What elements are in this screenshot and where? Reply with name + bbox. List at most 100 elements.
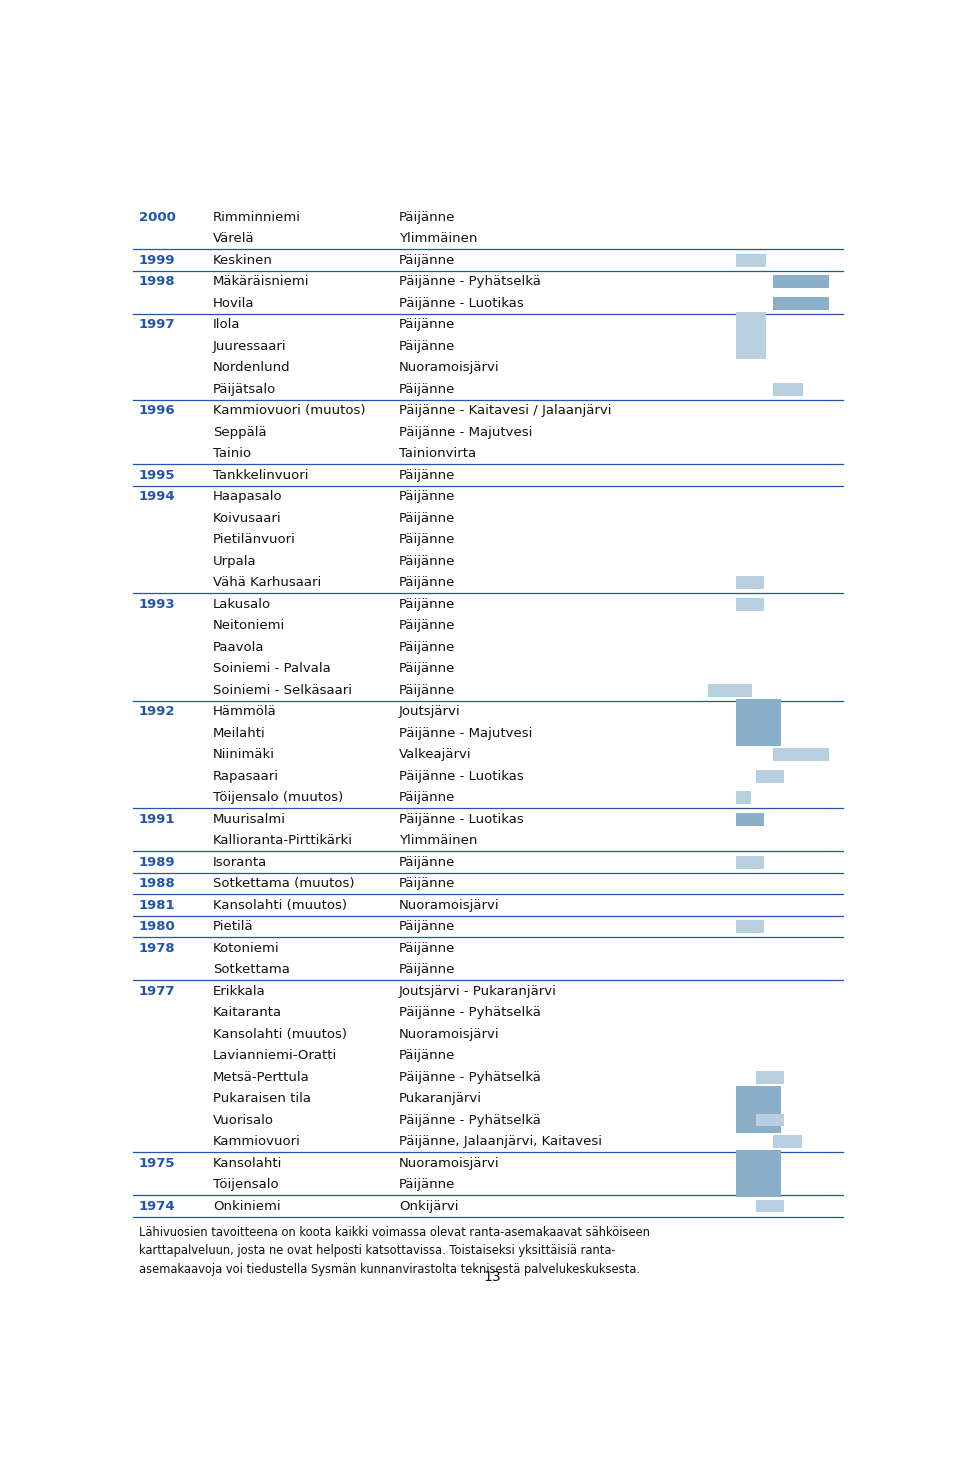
Text: Onkijärvi: Onkijärvi	[399, 1200, 459, 1213]
Bar	[736, 1086, 780, 1111]
Text: Seppälä: Seppälä	[213, 426, 267, 439]
Bar	[756, 770, 784, 783]
Text: Päijänne: Päijänne	[399, 920, 455, 933]
Text: 1992: 1992	[138, 706, 175, 719]
Text: Päijänne - Pyhätselkä: Päijänne - Pyhätselkä	[399, 1070, 540, 1083]
Text: Päijänne - Majutvesi: Päijänne - Majutvesi	[399, 726, 533, 739]
Text: Erikkala: Erikkala	[213, 984, 266, 997]
Text: 1988: 1988	[138, 878, 176, 889]
Text: Päijänne: Päijänne	[399, 620, 455, 633]
Text: Nuoramoisjärvi: Nuoramoisjärvi	[399, 898, 499, 911]
Text: Rimminniemi: Rimminniemi	[213, 210, 301, 223]
Text: Neitoniemi: Neitoniemi	[213, 620, 285, 633]
Text: 2000: 2000	[138, 210, 176, 223]
Text: Kansolahti (muutos): Kansolahti (muutos)	[213, 1028, 347, 1041]
Text: Vähä Karhusaari: Vähä Karhusaari	[213, 576, 322, 589]
Text: Soiniemi - Palvala: Soiniemi - Palvala	[213, 662, 331, 675]
Text: Päijänne: Päijänne	[399, 662, 455, 675]
Text: Päijänne - Luotikas: Päijänne - Luotikas	[399, 812, 524, 825]
Text: Päijänne - Pyhätselkä: Päijänne - Pyhätselkä	[399, 1006, 540, 1019]
Text: Kallioranta-Pirttikärki: Kallioranta-Pirttikärki	[213, 834, 353, 847]
Bar	[736, 720, 780, 746]
Text: Niinimäki: Niinimäki	[213, 748, 275, 761]
Text: Päijänne: Päijänne	[399, 640, 455, 653]
Text: Joutsjärvi - Pukaranjärvi: Joutsjärvi - Pukaranjärvi	[399, 984, 557, 997]
Text: 1981: 1981	[138, 898, 176, 911]
Text: 1994: 1994	[138, 490, 176, 503]
Text: Ilola: Ilola	[213, 318, 241, 331]
Text: Päijänne: Päijänne	[399, 684, 455, 697]
Text: 1975: 1975	[138, 1156, 175, 1169]
Text: Kansolahti: Kansolahti	[213, 1156, 282, 1169]
Text: Päijänne: Päijänne	[399, 254, 455, 267]
Text: Sotkettama: Sotkettama	[213, 964, 290, 975]
Text: Päijänne: Päijänne	[399, 382, 455, 395]
Text: 1978: 1978	[138, 942, 176, 955]
Text: Koivusaari: Koivusaari	[213, 512, 281, 525]
Text: 1999: 1999	[138, 254, 175, 267]
Text: 1977: 1977	[138, 984, 175, 997]
Text: Joutsjärvi: Joutsjärvi	[399, 706, 461, 719]
Text: Päijänne: Päijänne	[399, 856, 455, 869]
Text: Päijänne: Päijänne	[399, 1050, 455, 1061]
Text: 1993: 1993	[138, 598, 176, 611]
Text: Pietilänvuori: Pietilänvuori	[213, 534, 296, 547]
Text: Sotkettama (muutos): Sotkettama (muutos)	[213, 878, 354, 889]
Text: Päijänne: Päijänne	[399, 554, 455, 567]
Bar	[736, 598, 764, 611]
Text: Päijänne - Luotikas: Päijänne - Luotikas	[399, 296, 524, 309]
Bar	[773, 276, 829, 289]
Text: Päijänne: Päijänne	[399, 534, 455, 547]
Text: Meilahti: Meilahti	[213, 726, 266, 739]
Text: Päijänne: Päijänne	[399, 468, 455, 481]
Text: Hämmölä: Hämmölä	[213, 706, 276, 719]
Text: Metsä-Perttula: Metsä-Perttula	[213, 1070, 310, 1083]
Text: 13: 13	[483, 1270, 501, 1284]
Text: 1991: 1991	[138, 812, 175, 825]
Text: Nuoramoisjärvi: Nuoramoisjärvi	[399, 1028, 499, 1041]
Text: Lähivuosien tavoitteena on koota kaikki voimassa olevat ranta-asemakaavat sähköi: Lähivuosien tavoitteena on koota kaikki …	[138, 1226, 650, 1276]
Bar	[773, 296, 829, 309]
Bar	[736, 856, 764, 869]
Text: Rapasaari: Rapasaari	[213, 770, 279, 783]
Text: Päijänne - Pyhätselkä: Päijänne - Pyhätselkä	[399, 1114, 540, 1127]
Text: Päijänne: Päijänne	[399, 964, 455, 975]
Text: Päijänne: Päijänne	[399, 942, 455, 955]
Text: Pietilä: Pietilä	[213, 920, 253, 933]
Text: Haapasalo: Haapasalo	[213, 490, 282, 503]
Text: Ylimmäinen: Ylimmäinen	[399, 834, 477, 847]
Bar	[736, 920, 764, 933]
Bar	[773, 382, 803, 395]
Text: Muurisalmi: Muurisalmi	[213, 812, 286, 825]
Bar	[736, 792, 751, 803]
Text: Päijänne: Päijänne	[399, 598, 455, 611]
Text: Vuorisalo: Vuorisalo	[213, 1114, 274, 1127]
Text: Päijätsalo: Päijätsalo	[213, 382, 276, 395]
Text: Kotoniemi: Kotoniemi	[213, 942, 279, 955]
Text: Juuressaari: Juuressaari	[213, 340, 287, 353]
Text: Mäkäräisniemi: Mäkäräisniemi	[213, 276, 309, 289]
Text: Paavola: Paavola	[213, 640, 265, 653]
Text: Päijänne: Päijänne	[399, 1178, 455, 1191]
Text: Lakusalo: Lakusalo	[213, 598, 271, 611]
Bar	[736, 254, 766, 267]
Bar	[736, 334, 766, 359]
Text: Soiniemi - Selkäsaari: Soiniemi - Selkäsaari	[213, 684, 352, 697]
Bar	[773, 748, 829, 761]
Bar	[756, 1114, 784, 1127]
Text: Hovila: Hovila	[213, 296, 254, 309]
Bar	[756, 1200, 784, 1213]
Text: 1974: 1974	[138, 1200, 176, 1213]
Text: Kammiovuori (muutos): Kammiovuori (muutos)	[213, 404, 366, 417]
Bar	[736, 1150, 780, 1177]
Text: Tainio: Tainio	[213, 448, 252, 461]
Text: Päijänne: Päijänne	[399, 792, 455, 803]
Text: Nuoramoisjärvi: Nuoramoisjärvi	[399, 1156, 499, 1169]
Text: Värelä: Värelä	[213, 232, 254, 245]
Text: Päijänne: Päijänne	[399, 340, 455, 353]
Text: Kansolahti (muutos): Kansolahti (muutos)	[213, 898, 347, 911]
Text: Pukaranjärvi: Pukaranjärvi	[399, 1092, 482, 1105]
Text: Päijänne: Päijänne	[399, 576, 455, 589]
Text: Nordenlund: Nordenlund	[213, 362, 291, 375]
Bar	[736, 812, 764, 825]
